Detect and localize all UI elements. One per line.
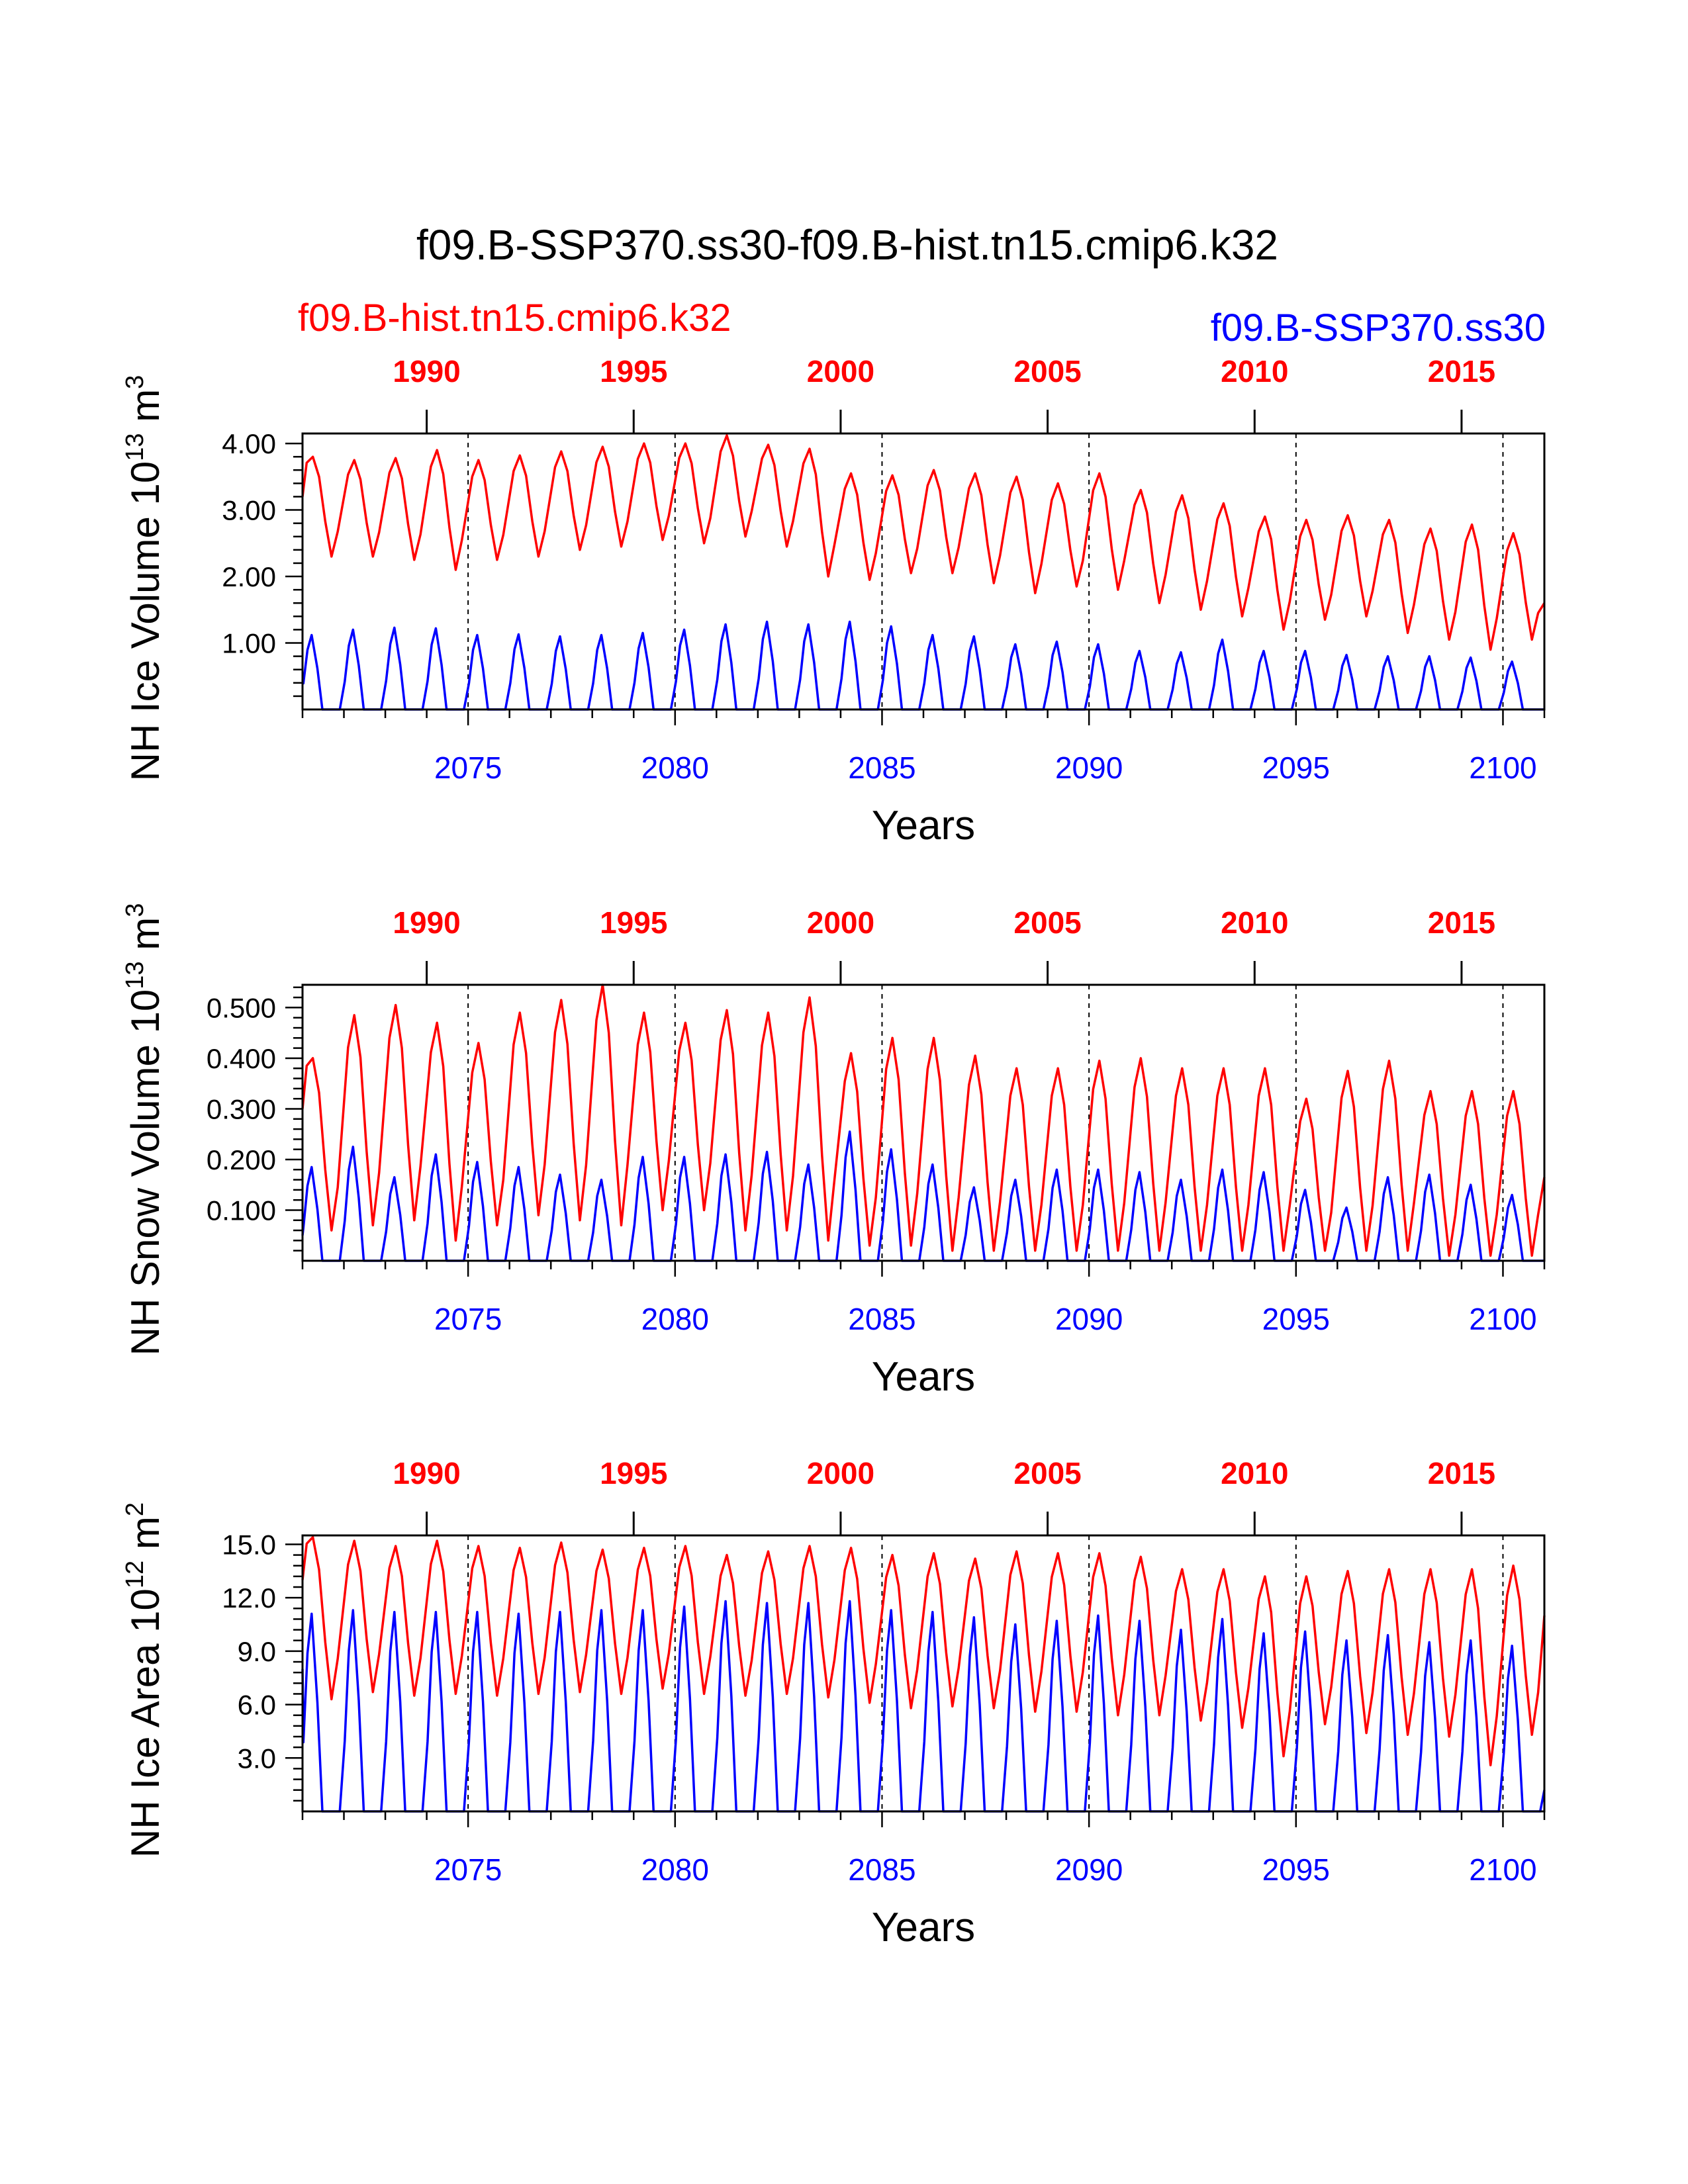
x-tick-label-hist: 2010 — [1221, 905, 1288, 940]
y-axis-label-unit: m — [123, 917, 167, 962]
x-tick-label-ssp: 2080 — [641, 1852, 709, 1887]
x-tick-label-ssp: 2090 — [1055, 1302, 1123, 1336]
series-line-ssp — [301, 1130, 1544, 1262]
series-line-ssp — [301, 1600, 1546, 1813]
x-tick-label-ssp: 2080 — [641, 1302, 709, 1336]
y-axis-label-exponent: 13 — [121, 961, 149, 989]
chart-panel-1: 1.00 2.00 3.00 4.00 2075 2080 2085 2090 2095 2100… — [121, 354, 1546, 848]
y-tick-label: 6.0 — [238, 1690, 276, 1721]
figure-title: f09.B-SSP370.ss30-f09.B-hist.tn15.cmip6.… — [416, 221, 1278, 269]
legend-hist: f09.B-hist.tn15.cmip6.k32 — [298, 296, 731, 340]
y-tick-label: 0.100 — [207, 1195, 276, 1226]
x-tick-label-ssp: 2100 — [1469, 1852, 1536, 1887]
y-axis-label-exponent: 13 — [121, 433, 149, 461]
x-tick-label-ssp: 2095 — [1262, 1852, 1330, 1887]
y-axis-label-text: NH Ice Volume 10 — [123, 461, 167, 782]
x-tick-label-hist: 2015 — [1428, 354, 1495, 388]
y-tick-label: 0.200 — [207, 1144, 276, 1175]
x-tick-label-hist: 2000 — [807, 905, 874, 940]
x-tick-label-ssp: 2075 — [434, 751, 502, 785]
x-tick-label-hist: 2010 — [1221, 354, 1288, 388]
x-tick-label-hist: 2005 — [1013, 1456, 1081, 1490]
series-line-hist — [301, 434, 1546, 651]
x-tick-label-ssp: 2080 — [641, 751, 709, 785]
y-axis-label-exponent: 12 — [121, 1561, 149, 1588]
y-axis-label: NH Snow Volume 1013 m3 — [121, 903, 167, 1356]
x-tick-label-ssp: 2075 — [434, 1852, 502, 1887]
x-tick-label-ssp: 2085 — [848, 1302, 915, 1336]
x-tick-label-hist: 2000 — [807, 1456, 874, 1490]
y-axis-label-unit-exponent: 3 — [121, 903, 149, 917]
x-tick-label-hist: 2005 — [1013, 905, 1081, 940]
y-tick-label: 4.00 — [222, 428, 276, 459]
x-tick-label-ssp: 2100 — [1469, 1302, 1536, 1336]
y-axis-label-unit-exponent: 3 — [121, 375, 149, 389]
y-tick-label: 1.00 — [222, 628, 276, 659]
x-tick-label-hist: 2000 — [807, 354, 874, 388]
y-axis-label: NH Ice Area 1012 m2 — [121, 1502, 167, 1858]
y-tick-label: 3.00 — [222, 495, 276, 526]
series-line-hist — [301, 1535, 1546, 1766]
series-line-ssp — [301, 620, 1544, 711]
x-tick-label-hist: 2005 — [1013, 354, 1081, 388]
x-tick-label-hist: 1995 — [600, 354, 667, 388]
y-axis-label-unit: m — [123, 1516, 167, 1561]
x-axis-label: Years — [872, 1905, 975, 1950]
x-tick-label-ssp: 2095 — [1262, 751, 1330, 785]
x-tick-label-hist: 2015 — [1428, 905, 1495, 940]
x-tick-label-hist: 2015 — [1428, 1456, 1495, 1490]
y-axis-label: NH Ice Volume 1013 m3 — [121, 375, 167, 782]
y-axis-label-text: NH Ice Area 10 — [123, 1588, 167, 1858]
chart-panel-3: 3.0 6.0 9.0 12.0 15.0 2075 2080 2085 2090 2095 210… — [121, 1456, 1546, 1950]
panels: 1.00 2.00 3.00 4.00 2075 2080 2085 2090 2095 2100… — [121, 354, 1546, 1950]
y-axis-label-text: NH Snow Volume 10 — [123, 989, 167, 1356]
x-axis-label: Years — [872, 803, 975, 848]
x-tick-label-hist: 1995 — [600, 1456, 667, 1490]
x-tick-label-ssp: 2090 — [1055, 751, 1123, 785]
x-tick-label-hist: 1990 — [393, 905, 460, 940]
x-tick-label-ssp: 2085 — [848, 751, 915, 785]
x-axis-label: Years — [872, 1354, 975, 1400]
plot-frame — [301, 1534, 1546, 1813]
x-tick-label-hist: 1990 — [393, 354, 460, 388]
y-tick-label: 3.0 — [238, 1743, 276, 1774]
y-tick-label: 15.0 — [222, 1529, 276, 1560]
y-tick-label: 0.300 — [207, 1093, 276, 1124]
y-tick-label: 12.0 — [222, 1582, 276, 1614]
x-tick-label-hist: 1995 — [600, 905, 667, 940]
x-tick-label-ssp: 2095 — [1262, 1302, 1330, 1336]
x-tick-label-hist: 1990 — [393, 1456, 460, 1490]
x-tick-label-ssp: 2075 — [434, 1302, 502, 1336]
chart-panel-2: 0.100 0.200 0.300 0.400 0.500 2075 2080 2085 209… — [121, 903, 1546, 1400]
y-tick-label: 0.500 — [207, 992, 276, 1023]
y-tick-label: 0.400 — [207, 1043, 276, 1074]
x-tick-label-hist: 2010 — [1221, 1456, 1288, 1490]
series-line-hist — [301, 983, 1546, 1257]
y-tick-label: 9.0 — [238, 1636, 276, 1667]
y-tick-label: 2.00 — [222, 561, 276, 592]
x-tick-label-ssp: 2100 — [1469, 751, 1536, 785]
y-axis-label-unit-exponent: 2 — [121, 1502, 149, 1516]
legend-ssp: f09.B-SSP370.ss30 — [1211, 306, 1546, 349]
x-tick-label-ssp: 2090 — [1055, 1852, 1123, 1887]
y-axis-label-unit: m — [123, 389, 167, 433]
x-tick-label-ssp: 2085 — [848, 1852, 915, 1887]
